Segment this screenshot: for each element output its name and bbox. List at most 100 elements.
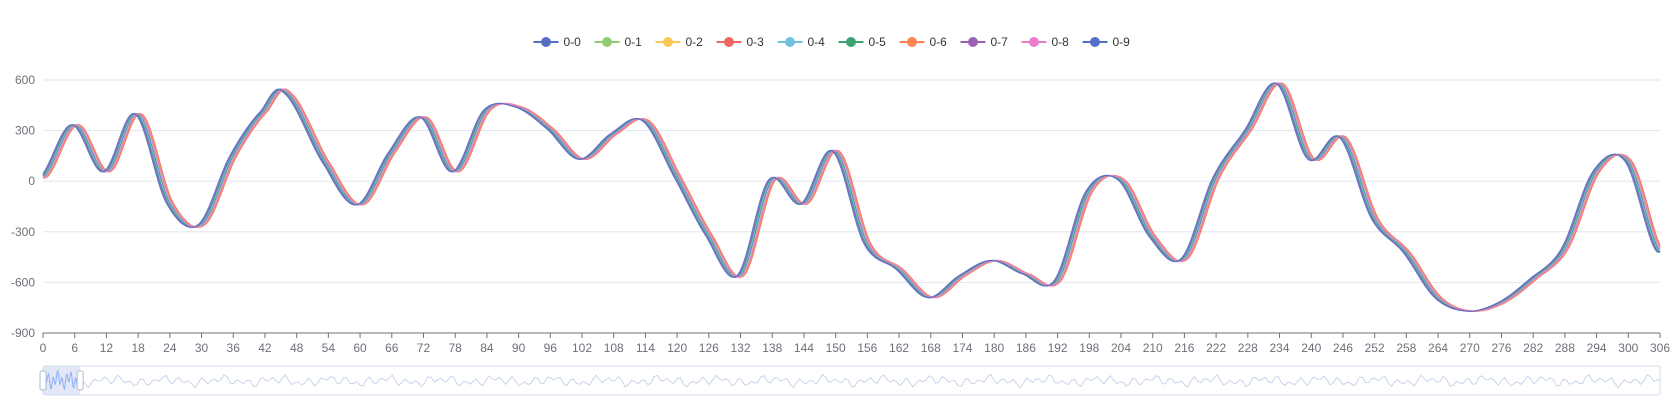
y-tick-label: -900 — [11, 326, 35, 340]
legend-label: 0-7 — [991, 35, 1009, 49]
legend-label: 0-3 — [747, 35, 765, 49]
legend-label: 0-0 — [564, 35, 582, 49]
x-tick-label: 288 — [1555, 341, 1575, 355]
series-line-0-8 — [42, 82, 1661, 312]
x-tick-label: 96 — [544, 341, 558, 355]
x-tick-label: 192 — [1048, 341, 1068, 355]
legend-item-0-2[interactable]: 0-2 — [655, 35, 704, 49]
x-tick-label: 108 — [604, 341, 624, 355]
y-tick-label: -300 — [11, 225, 35, 239]
x-tick-label: 138 — [762, 341, 782, 355]
legend-label: 0-8 — [1052, 35, 1070, 49]
x-tick-label: 6 — [71, 341, 78, 355]
x-tick-label: 234 — [1270, 341, 1290, 355]
legend-item-0-1[interactable]: 0-1 — [594, 35, 643, 49]
x-tick-label: 252 — [1365, 341, 1385, 355]
legend-item-0-4[interactable]: 0-4 — [777, 35, 826, 49]
legend-label: 0-9 — [1113, 35, 1131, 49]
legend[interactable]: 0-0 0-1 0-2 0-3 0-4 0-5 0-6 0-7 0-8 0-9 — [533, 35, 1131, 49]
x-tick-label: 222 — [1206, 341, 1226, 355]
x-tick-label: 294 — [1587, 341, 1607, 355]
legend-item-0-9[interactable]: 0-9 — [1082, 35, 1131, 49]
x-tick-label: 276 — [1491, 341, 1511, 355]
legend-marker — [846, 37, 856, 47]
x-tick-label: 198 — [1079, 341, 1099, 355]
y-axis: 600 300 0 -300 -600 -900 — [11, 73, 35, 340]
x-tick-label: 162 — [889, 341, 909, 355]
legend-marker — [968, 37, 978, 47]
x-tick-label: 30 — [195, 341, 209, 355]
legend-marker — [1090, 37, 1100, 47]
x-tick-label: 102 — [572, 341, 592, 355]
series-line-0-9 — [42, 82, 1660, 312]
legend-label: 0-1 — [625, 35, 643, 49]
x-tick-label: 156 — [857, 341, 877, 355]
legend-item-0-8[interactable]: 0-8 — [1021, 35, 1070, 49]
x-tick-label: 48 — [290, 341, 304, 355]
x-tick-label: 90 — [512, 341, 526, 355]
data-zoom-slider[interactable] — [39, 365, 1661, 396]
x-tick-label: 72 — [417, 341, 431, 355]
x-tick-label: 246 — [1333, 341, 1353, 355]
x-tick-label: 264 — [1428, 341, 1448, 355]
legend-item-0-5[interactable]: 0-5 — [838, 35, 887, 49]
x-tick-label: 54 — [322, 341, 336, 355]
x-tick-label: 0 — [40, 341, 47, 355]
x-tick-label: 270 — [1460, 341, 1480, 355]
zoom-selected-preview — [42, 368, 81, 390]
legend-label: 0-2 — [686, 35, 704, 49]
legend-marker — [1029, 37, 1039, 47]
x-tick-label: 120 — [667, 341, 687, 355]
y-tick-label: 300 — [15, 124, 35, 138]
legend-marker — [724, 37, 734, 47]
x-tick-label: 150 — [826, 341, 846, 355]
x-tick-label: 66 — [385, 341, 399, 355]
x-tick-label: 306 — [1650, 341, 1670, 355]
x-tick-label: 144 — [794, 341, 814, 355]
legend-item-0-3[interactable]: 0-3 — [716, 35, 765, 49]
series-line-0-6 — [43, 82, 1661, 312]
y-tick-label: 600 — [15, 73, 35, 87]
zoom-handle-left[interactable] — [39, 370, 47, 391]
x-tick-label: 84 — [480, 341, 494, 355]
x-tick-label: 12 — [100, 341, 114, 355]
x-tick-label: 60 — [353, 341, 367, 355]
legend-marker — [785, 37, 795, 47]
y-tick-label: -600 — [11, 275, 35, 289]
x-tick-label: 216 — [1174, 341, 1194, 355]
legend-item-0-0[interactable]: 0-0 — [533, 35, 582, 49]
legend-label: 0-5 — [869, 35, 887, 49]
x-tick-label: 132 — [731, 341, 751, 355]
x-tick-label: 258 — [1396, 341, 1416, 355]
x-axis: 0 6 12 18 24 30 36 42 48 54 60 66 72 78 84 90 96 102 108 11… — [40, 333, 1670, 355]
x-tick-label: 78 — [448, 341, 462, 355]
x-tick-label: 24 — [163, 341, 177, 355]
series-line-0-5 — [42, 82, 1661, 312]
legend-label: 0-4 — [808, 35, 826, 49]
x-tick-label: 114 — [636, 341, 655, 355]
legend-item-0-6[interactable]: 0-6 — [899, 35, 948, 49]
legend-marker — [663, 37, 673, 47]
x-tick-label: 300 — [1618, 341, 1638, 355]
x-tick-label: 204 — [1111, 341, 1131, 355]
legend-item-0-7[interactable]: 0-7 — [960, 35, 1009, 49]
zoom-preview-line — [42, 373, 1661, 389]
legend-marker — [602, 37, 612, 47]
x-tick-label: 240 — [1301, 341, 1321, 355]
x-tick-label: 18 — [131, 341, 145, 355]
x-tick-label: 36 — [227, 341, 241, 355]
y-tick-label: 0 — [28, 174, 35, 188]
zoom-handle-right[interactable] — [76, 370, 84, 391]
legend-label: 0-6 — [930, 35, 948, 49]
x-tick-label: 210 — [1143, 341, 1163, 355]
x-tick-label: 168 — [921, 341, 941, 355]
x-tick-label: 126 — [699, 341, 719, 355]
x-tick-label: 228 — [1238, 341, 1258, 355]
legend-marker — [541, 37, 551, 47]
x-tick-label: 42 — [258, 341, 272, 355]
legend-marker — [907, 37, 917, 47]
series-line-0-0 — [42, 82, 1661, 312]
x-tick-label: 282 — [1523, 341, 1543, 355]
x-tick-label: 186 — [1016, 341, 1036, 355]
